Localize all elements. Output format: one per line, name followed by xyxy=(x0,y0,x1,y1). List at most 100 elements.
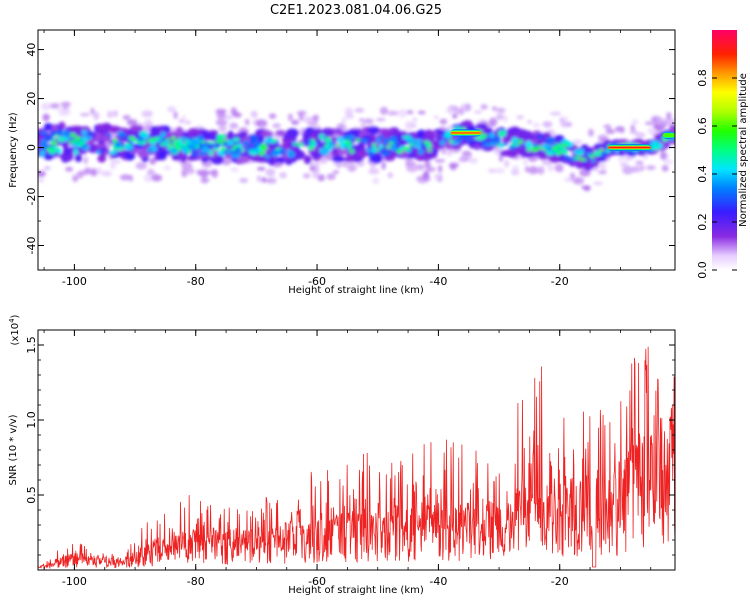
y-tick-label: -40 xyxy=(25,237,38,255)
heat-cell xyxy=(416,163,425,171)
heat-cell xyxy=(311,139,315,144)
heat-cell xyxy=(178,119,184,124)
heat-cell xyxy=(302,173,311,179)
heat-cell xyxy=(307,145,315,150)
heat-cell xyxy=(521,153,536,158)
heat-cell xyxy=(412,143,422,148)
heat-cell xyxy=(231,133,246,139)
heat-cell xyxy=(250,110,258,118)
heat-cell xyxy=(163,165,172,171)
heat-cell xyxy=(119,146,124,151)
heat-cell xyxy=(666,112,672,120)
heat-cell xyxy=(44,135,54,142)
heat-cell xyxy=(335,144,340,148)
heat-cell xyxy=(557,150,562,155)
heat-cell xyxy=(65,166,74,172)
bottom-x-axis: -100 -80 -60 -40 -20 xyxy=(43,330,652,588)
colorbar-tick-label: 0.8 xyxy=(696,69,709,87)
heat-cell xyxy=(260,130,274,137)
heat-cell xyxy=(410,123,418,128)
heat-cell xyxy=(480,104,488,110)
heat-cell xyxy=(455,108,464,115)
bottom-x-axis-label: Height of straight line (km) xyxy=(288,585,424,596)
heat-cell xyxy=(572,177,585,185)
heat-cell xyxy=(265,168,276,177)
heat-cell xyxy=(64,129,69,137)
heat-cell xyxy=(473,110,482,114)
heat-cell xyxy=(480,133,488,139)
heat-cell xyxy=(416,129,427,139)
heat-cell xyxy=(143,174,154,183)
heat-cell xyxy=(511,137,519,143)
heat-cell xyxy=(434,159,446,163)
heat-cell xyxy=(670,118,675,123)
heat-cell xyxy=(77,141,85,147)
y-tick-label: 20 xyxy=(25,92,38,106)
heat-cell xyxy=(332,161,345,166)
heat-cell xyxy=(193,148,201,152)
heat-cell xyxy=(167,106,177,113)
heat-cell xyxy=(459,123,469,130)
heat-cell xyxy=(554,163,564,172)
heat-cell xyxy=(192,139,198,145)
heat-cell xyxy=(230,107,238,116)
heat-cell xyxy=(393,141,400,146)
heat-feature xyxy=(662,134,675,137)
heat-cell xyxy=(182,160,192,170)
heat-cell xyxy=(223,139,229,142)
heat-cell xyxy=(175,126,184,137)
heat-cell xyxy=(525,140,533,148)
heat-cell xyxy=(73,148,79,155)
y-tick-label: -20 xyxy=(25,188,38,206)
heat-cell xyxy=(187,149,191,154)
heat-cell xyxy=(292,143,298,146)
heat-cell xyxy=(345,114,355,119)
spectrogram-panel: -100 -80 -60 -40 -20 -40 -20 0 20 40 Height of s… xyxy=(8,29,676,296)
heat-cell xyxy=(200,177,210,184)
heat-cell xyxy=(337,130,344,136)
heat-cell xyxy=(647,127,658,134)
heat-cell xyxy=(302,118,314,123)
heat-cell xyxy=(89,168,98,177)
top-y-axis: -40 -20 0 20 40 xyxy=(25,43,675,271)
heat-cell xyxy=(96,149,101,155)
colorbar-tick-label: 0.0 xyxy=(696,261,709,279)
heat-cell xyxy=(563,150,569,155)
top-y-axis-label: Frequency (Hz) xyxy=(8,112,19,188)
heat-cell xyxy=(345,139,350,143)
heat-cell xyxy=(229,122,239,130)
heat-cell xyxy=(141,134,150,139)
heat-cell xyxy=(491,136,501,142)
heat-cell xyxy=(201,157,208,163)
heat-cell xyxy=(108,125,122,134)
heat-cell xyxy=(295,149,304,155)
y-scale-prefix: (x10 xyxy=(10,323,21,346)
heat-cell xyxy=(458,157,470,163)
heat-cell xyxy=(200,170,208,178)
heat-cell xyxy=(296,110,307,116)
heat-cell xyxy=(164,138,172,142)
heat-cell xyxy=(151,174,163,182)
chart-title: C2E1.2023.081.04.06.G25 xyxy=(270,3,442,18)
heat-cell xyxy=(250,149,258,156)
heat-cell xyxy=(506,127,521,134)
heat-cell xyxy=(580,185,591,189)
heat-cell xyxy=(275,147,281,151)
heat-cell xyxy=(549,111,562,116)
heat-cell xyxy=(371,143,377,147)
heat-cell xyxy=(119,174,132,181)
heat-cell xyxy=(449,164,457,171)
heat-cell xyxy=(133,139,139,142)
heat-cell xyxy=(590,159,597,163)
heat-cell xyxy=(150,140,156,146)
heat-cell xyxy=(309,162,317,167)
heat-cell xyxy=(563,177,576,182)
heat-cell xyxy=(250,137,256,144)
y-tick-label: 40 xyxy=(25,43,38,57)
heat-cell xyxy=(336,136,344,143)
heat-cell xyxy=(201,147,211,153)
heat-cell xyxy=(150,125,159,136)
heat-cell xyxy=(545,136,556,144)
heat-cell xyxy=(68,140,76,144)
heat-cell xyxy=(446,150,453,157)
